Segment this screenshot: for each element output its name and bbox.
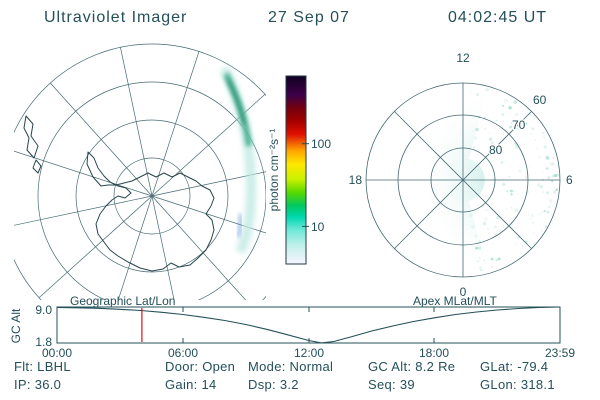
xtick-2359: 23:59 <box>545 346 575 360</box>
xtick-1200: 12:00 <box>294 346 324 360</box>
xtick-0600: 06:00 <box>168 346 198 360</box>
geo-panel-caption: Geographic Lat/Lon <box>70 294 175 308</box>
strip-ytick-top: 9.0 <box>35 303 52 317</box>
clock-label-6: 6 <box>566 173 573 187</box>
status-glat: GLat: -79.4 <box>480 359 548 374</box>
colorbar-tick-label-10: 10 <box>311 220 325 234</box>
status-door: Door: Open <box>165 359 235 374</box>
status-flt: Flt: LBHL <box>14 359 71 374</box>
clock-label-0: 0 <box>460 285 467 299</box>
apex-panel-caption: Apex MLat/MLT <box>413 294 497 308</box>
clock-label-12: 12 <box>456 51 470 65</box>
clock-label-18: 18 <box>349 173 363 187</box>
status-gain: Gain: 14 <box>165 377 217 392</box>
apex-polar-plot: 12 18 6 0 60 70 80 <box>349 51 573 299</box>
mlat-ring-label-60: 60 <box>533 93 547 107</box>
strip-x-tickmarks <box>56 307 561 343</box>
status-mode: Mode: Normal <box>248 359 333 374</box>
xtick-1800: 18:00 <box>419 346 449 360</box>
status-glon: GLon: 318.1 <box>480 377 555 392</box>
status-seq: Seq: 39 <box>368 377 415 392</box>
colorbar: photon cm⁻²s⁻¹ 100 10 <box>267 75 331 265</box>
status-dsp: Dsp: 3.2 <box>248 377 299 392</box>
gc-alt-curve <box>56 306 560 344</box>
colorbar-units-label: photon cm⁻²s⁻¹ <box>267 129 281 212</box>
strip-ytick-bottom: 1.8 <box>35 335 52 349</box>
page-title: Ultraviolet Imager <box>44 9 187 26</box>
status-gcalt: GC Alt: 8.2 Re <box>368 359 455 374</box>
geo-aurora-emission <box>219 65 257 255</box>
strip-plot-frame <box>56 306 561 344</box>
status-readouts: Flt: LBHL Door: Open Mode: Normal GC Alt… <box>14 359 555 392</box>
xtick-0000: 00:00 <box>42 346 72 360</box>
antarctica-coastline <box>23 115 215 272</box>
geographic-map <box>14 43 266 300</box>
strip-x-tick-labels: 00:00 06:00 12:00 18:00 23:59 <box>42 346 575 360</box>
mlat-ring-label-70: 70 <box>512 118 526 132</box>
header: Ultraviolet Imager 27 Sep 07 04:02:45 UT <box>44 9 547 26</box>
colorbar-gradient <box>285 75 307 265</box>
header-time: 04:02:45 UT <box>448 9 547 26</box>
gc-alt-strip-chart: GC Alt 9.0 1.8 00:00 06:00 12:00 18:00 2… <box>9 303 575 360</box>
mlat-ring-label-80: 80 <box>489 143 503 157</box>
strip-y-axis-title: GC Alt <box>9 308 23 343</box>
geo-lat-lon-grid <box>14 43 266 300</box>
apex-grid <box>365 82 561 278</box>
apex-aurora-speckle <box>469 85 560 272</box>
colorbar-tick-label-100: 100 <box>311 137 331 151</box>
status-ip: IP: 36.0 <box>14 377 61 392</box>
header-date: 27 Sep 07 <box>268 9 350 26</box>
